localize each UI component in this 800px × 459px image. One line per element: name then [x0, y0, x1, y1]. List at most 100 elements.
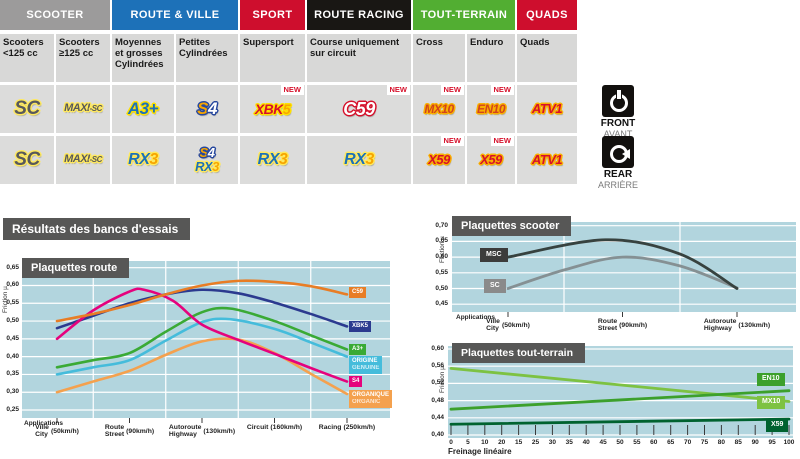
logo-part: 3 — [212, 159, 219, 174]
y-axis-label: Friction µ — [439, 236, 446, 263]
group-header: ROUTE & VILLE — [112, 0, 238, 30]
logo-part: S — [197, 99, 208, 119]
logo-part: 4 — [207, 99, 217, 119]
scooter-chart-title: Plaquettes scooter — [452, 216, 572, 236]
legend-badge-A3+: A3+ — [349, 344, 367, 355]
axle-label-en: REAR — [603, 169, 633, 180]
subheader-cell: Scooters ≥125 cc — [56, 34, 110, 82]
rear-brake-icon — [602, 136, 634, 168]
x-station-label: Ville City (50km/h) — [486, 318, 530, 332]
station-speed: (90km/h) — [619, 321, 648, 329]
logo-part: MX10 — [424, 101, 454, 116]
legend-badge-line: ORIGINE — [352, 357, 378, 364]
logo-part: 3 — [365, 150, 374, 168]
logo-part: 3 — [149, 150, 158, 168]
legend-badge-line: GENUINE — [352, 365, 380, 371]
new-badge: NEW — [490, 136, 514, 146]
axle-label-fr: ARRIÈRE — [597, 180, 638, 190]
product-row: SC MAXI-SC A3+ S4 NEW XBK5 NEW C59 NEW MX10 NEW EN1… — [0, 85, 577, 133]
logo-part: RX — [344, 150, 366, 168]
subheader-cell: Enduro — [467, 34, 515, 82]
product-cell: NEW C59 — [307, 85, 411, 133]
legend-badge-MSC: MSC — [480, 248, 508, 262]
y-tick-label: 0,35 — [6, 370, 19, 378]
station-name-line: Ville — [486, 318, 500, 325]
new-badge: NEW — [386, 85, 410, 95]
product-cell: NEW EN10 — [467, 85, 515, 133]
x-station-label: Circuit (160km/h) — [247, 424, 302, 431]
group-header: SPORT — [240, 0, 305, 30]
x-tick-label: 40 — [582, 439, 590, 446]
product-cell: ATV1 — [517, 85, 577, 133]
station-names: Racing — [319, 424, 342, 431]
group-header: SCOOTER — [0, 0, 110, 30]
legend-badge-line: A3+ — [352, 345, 364, 352]
product-logo: RX3 — [258, 151, 288, 169]
front-brake-disc-icon — [602, 85, 634, 117]
product-logo: SC — [14, 99, 40, 119]
product-cell: S4 RX3 — [176, 136, 238, 184]
station-names: Ville City — [35, 424, 49, 438]
y-tick-label: 0,50 — [6, 317, 19, 325]
product-cell: RX3 — [307, 136, 411, 184]
y-tick-label: 0,55 — [435, 268, 448, 276]
x-tick-label: 10 — [481, 439, 489, 446]
legend-badge-line: SC — [490, 281, 500, 289]
route-chart-plot — [22, 261, 390, 423]
series-SC — [506, 255, 739, 290]
station-names: Circuit — [247, 424, 269, 431]
product-cell: SC — [0, 136, 54, 184]
y-tick-label: 0,45 — [435, 300, 448, 308]
x-tick-label: 5 — [466, 439, 470, 446]
product-cell: NEW MX10 — [413, 85, 465, 133]
station-name-line: Street — [104, 431, 125, 439]
product-cell: ATV1 — [517, 136, 577, 184]
series-S4 — [55, 287, 349, 383]
x-tick-label: 75 — [700, 439, 709, 446]
logo-part: 4 — [207, 145, 215, 161]
results-banner: Résultats des bancs d'essais — [3, 218, 191, 240]
x-tick-label: 90 — [751, 439, 759, 446]
subheader-cell: Scooters <125 cc — [0, 34, 54, 82]
x-tick-label: 85 — [734, 439, 742, 446]
x-station-label: Route Street (90km/h) — [598, 318, 647, 332]
station-speed: (130km/h) — [203, 427, 236, 435]
subheader-cell: Course uniquement sur circuit — [307, 34, 411, 82]
series-A3+ — [55, 306, 349, 369]
x-tick-label: 60 — [650, 439, 658, 446]
logo-part: MAXI — [64, 153, 90, 166]
station-name-line: Autoroute — [168, 424, 202, 431]
subheader-cell: Supersport — [240, 34, 305, 82]
route-chart-title: Plaquettes route — [22, 258, 130, 278]
legend-badge-EN10: EN10 — [757, 373, 785, 386]
logo-part: MAXI — [64, 102, 90, 115]
product-logo: RX3 — [195, 160, 219, 174]
product-logo: ATV1 — [532, 153, 563, 167]
logo-part: EN10 — [476, 101, 506, 116]
product-logo: S4 — [200, 146, 215, 160]
legend-badge-X59: X59 — [766, 419, 789, 432]
subheader-cell: Moyennes et grosses Cylindrées — [112, 34, 174, 82]
x-tick-label: 80 — [717, 439, 726, 446]
x-tick-label: 95 — [768, 439, 776, 446]
product-row: SC MAXI-SC RX3 S4 RX3 RX3 RX3 NEW X59 NEW X59 ATV1 — [0, 136, 577, 184]
logo-part: S — [199, 145, 209, 161]
y-tick-label: 0,65 — [435, 237, 448, 245]
x-station-label: Racing (250km/h) — [319, 424, 375, 431]
station-name-line: Street — [597, 325, 618, 333]
front-axle-label: FRONT AVANT — [586, 85, 650, 139]
new-badge: NEW — [490, 85, 514, 95]
station-names: Route Street — [105, 424, 124, 438]
logo-part: RX — [128, 150, 150, 168]
product-cell: MAXI-SC — [56, 85, 110, 133]
product-logo: X59 — [480, 153, 502, 167]
matrix-group-header-row: SCOOTER ROUTE & VILLE SPORT ROUTE RACING TOU… — [0, 0, 577, 30]
product-cell: S4 — [176, 85, 238, 133]
logo-part: X59 — [428, 152, 450, 168]
logo-part: -SC — [89, 104, 103, 114]
x-tick-label: 70 — [683, 439, 692, 446]
product-cell: A3+ — [112, 85, 174, 133]
y-tick-label: 0,40 — [6, 352, 19, 360]
station-speed: (90km/h) — [126, 427, 155, 435]
